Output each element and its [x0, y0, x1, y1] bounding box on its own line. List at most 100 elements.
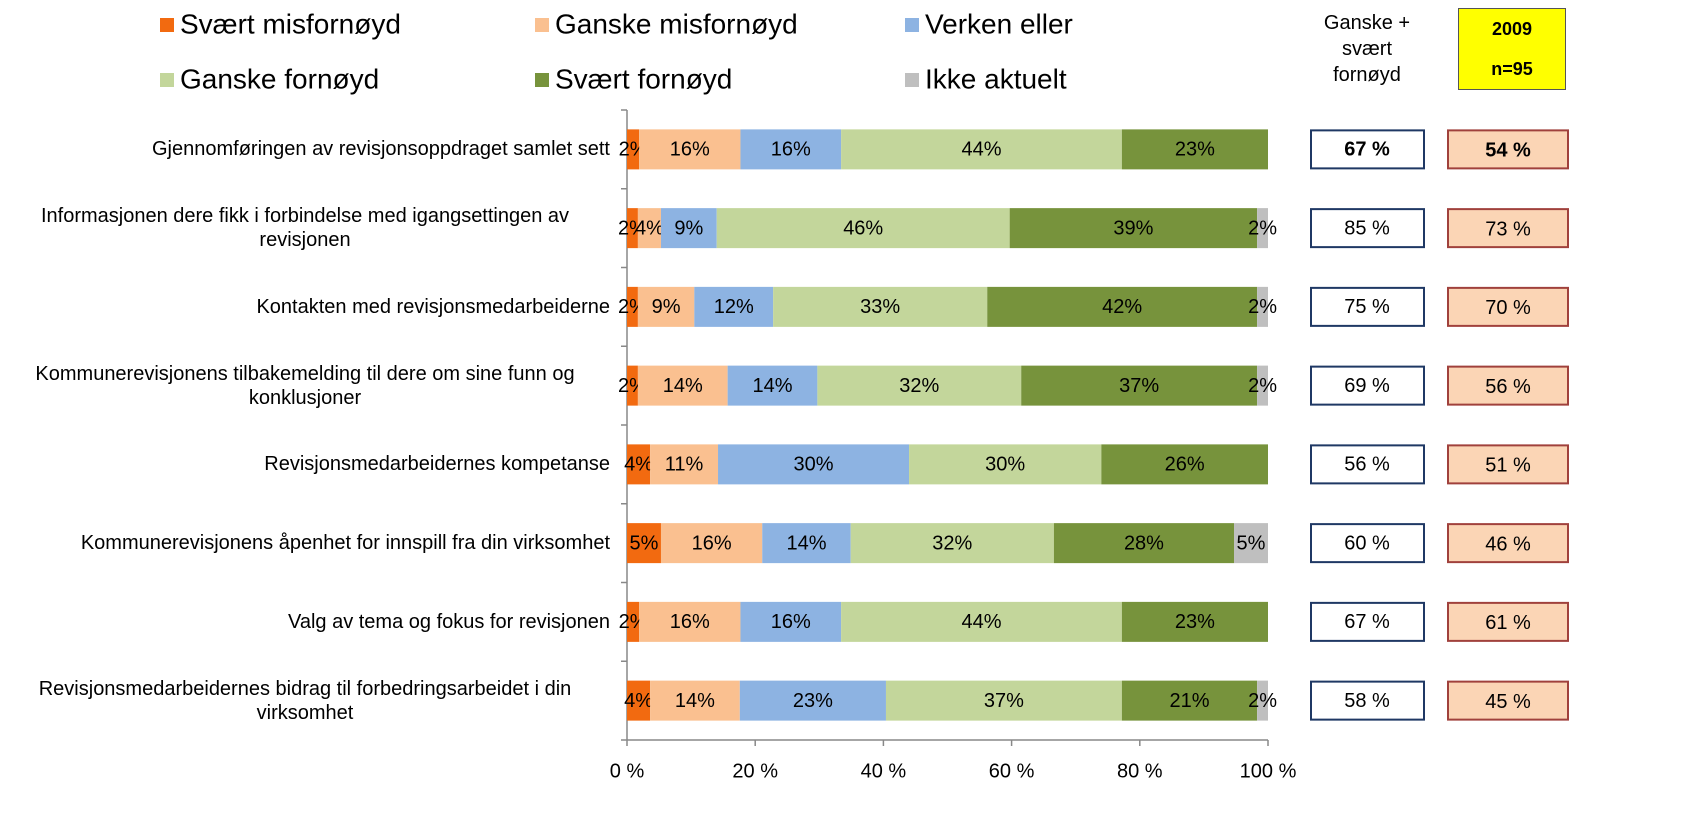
bar-segment [627, 444, 651, 485]
data-label: 2% [1248, 690, 1277, 712]
bar-segment [1101, 444, 1268, 485]
satisfied-value: 56 % [1344, 454, 1390, 476]
legend-swatch [160, 18, 174, 32]
data-label: 16% [771, 139, 811, 161]
category-label: Kontakten med revisjonsmedarbeiderne [0, 277, 610, 337]
bar-segment [987, 286, 1258, 327]
data-label: 32% [899, 375, 939, 397]
comparison-value: 61 % [1485, 612, 1531, 634]
satisfied-value: 67 % [1344, 611, 1390, 633]
category-label: Kommunerevisjonens åpenhet for innspill … [0, 513, 610, 573]
comparison-box [1447, 523, 1569, 564]
bar-segment [773, 286, 988, 327]
bar-segment [1121, 129, 1268, 170]
comparison-n: n=95 [1491, 59, 1533, 79]
category-label: Revisjonsmedarbeidernes kompetanse [0, 434, 610, 494]
category-text: Informasjonen dere fikk i forbindelse me… [40, 205, 570, 252]
satisfied-box [1310, 129, 1425, 170]
data-label: 5% [1237, 532, 1266, 554]
category-label: Valg av tema og fokus for revisjonen [0, 592, 610, 652]
data-label: 16% [670, 139, 710, 161]
data-label: 16% [771, 611, 811, 633]
bar-segment [627, 286, 638, 327]
satisfied-value: 58 % [1344, 690, 1390, 712]
satisfied-value: 85 % [1344, 217, 1390, 239]
bar-segment [694, 286, 774, 327]
bar-segment [841, 129, 1122, 170]
legend-swatch [535, 73, 549, 87]
bar-segment [627, 129, 640, 170]
bar-segment [817, 365, 1022, 406]
bar-segment [885, 680, 1122, 721]
data-label: 4% [624, 454, 653, 476]
satisfied-box [1310, 365, 1425, 406]
bar-segment [1009, 208, 1258, 249]
satisfied-value: 67 % [1344, 139, 1390, 161]
category-label: Revisjonsmedarbeidernes bidrag til forbe… [0, 671, 610, 731]
data-label: 37% [984, 690, 1024, 712]
category-text: Revisjonsmedarbeidernes bidrag til forbe… [38, 677, 572, 724]
category-label: Informasjonen dere fikk i forbindelse me… [0, 198, 610, 258]
category-text: Kommunerevisjonens tilbakemelding til de… [35, 362, 575, 409]
bar-segment [1021, 365, 1258, 406]
bar-segment [740, 601, 842, 642]
comparison-value: 51 % [1485, 455, 1531, 477]
x-tick-label: 20 % [732, 760, 778, 782]
satisfied-box [1310, 444, 1425, 485]
bar-segment [627, 365, 638, 406]
bar-segment [1257, 680, 1268, 721]
data-label: 42% [1102, 296, 1142, 318]
data-label: 23% [793, 690, 833, 712]
bar-segment [1257, 208, 1268, 249]
data-label: 2% [1248, 375, 1277, 397]
bar-segment [627, 523, 661, 564]
bar-segment [1121, 680, 1258, 721]
legend-swatch [160, 73, 174, 87]
comparison-value: 70 % [1485, 297, 1531, 319]
bar-segment [1257, 286, 1268, 327]
data-label: 16% [670, 611, 710, 633]
legend-label: Verken eller [925, 8, 1073, 39]
data-label: 23% [1175, 611, 1215, 633]
comparison-box [1447, 601, 1569, 642]
comparison-box [1447, 208, 1569, 249]
satisfied-box [1310, 680, 1425, 721]
data-label: 12% [714, 296, 754, 318]
data-label: 9% [652, 296, 681, 318]
satisfied-box [1310, 523, 1425, 564]
data-label: 30% [794, 454, 834, 476]
category-text: Kontakten med revisjonsmedarbeiderne [256, 295, 610, 318]
satisfied-box [1310, 601, 1425, 642]
satisfied-value: 69 % [1344, 375, 1390, 397]
data-label: 14% [786, 532, 826, 554]
data-label: 39% [1113, 217, 1153, 239]
category-label: Gjennomføringen av revisjonsoppdraget sa… [0, 119, 610, 179]
bar-segment [660, 523, 763, 564]
data-label: 46% [843, 217, 883, 239]
data-label: 16% [692, 532, 732, 554]
bar-segment [841, 601, 1122, 642]
data-label: 11% [665, 454, 704, 476]
data-label: 33% [860, 296, 900, 318]
data-label: 44% [961, 611, 1001, 633]
bar-segment [716, 208, 1010, 249]
comparison-value: 73 % [1485, 218, 1531, 240]
comparison-header: 2009 n=95 [1458, 8, 1566, 90]
data-label: 5% [630, 532, 659, 554]
legend-label: Ikke aktuelt [925, 63, 1067, 94]
bar-segment [739, 680, 886, 721]
x-tick-label: 60 % [989, 760, 1035, 782]
legend-label: Svært misfornøyd [180, 8, 401, 39]
bar-segment [727, 365, 818, 406]
comparison-value: 56 % [1485, 376, 1531, 398]
data-label: 14% [675, 690, 715, 712]
comparison-box [1447, 444, 1569, 485]
comparison-value: 46 % [1485, 533, 1531, 555]
legend-label: Ganske fornøyd [180, 63, 379, 94]
bar-segment [660, 208, 717, 249]
x-tick-label: 40 % [861, 760, 907, 782]
data-label: 21% [1169, 690, 1209, 712]
bar-segment [639, 601, 741, 642]
